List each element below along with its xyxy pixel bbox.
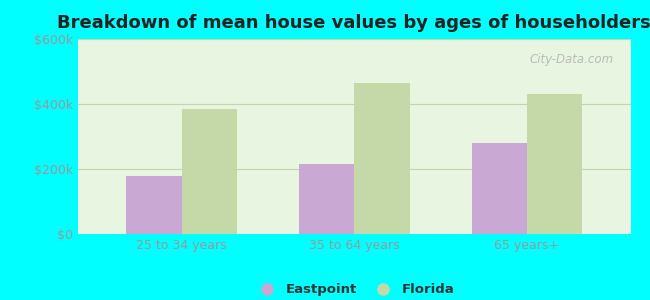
Bar [126,176,181,234]
Bar [527,94,582,234]
Title: Breakdown of mean house values by ages of householders: Breakdown of mean house values by ages o… [57,14,650,32]
Bar [299,164,354,234]
Bar [472,143,527,234]
Bar [354,83,410,234]
Text: City-Data.com: City-Data.com [530,52,614,66]
Bar [181,109,237,234]
Legend: Eastpoint, Florida: Eastpoint, Florida [249,278,460,300]
